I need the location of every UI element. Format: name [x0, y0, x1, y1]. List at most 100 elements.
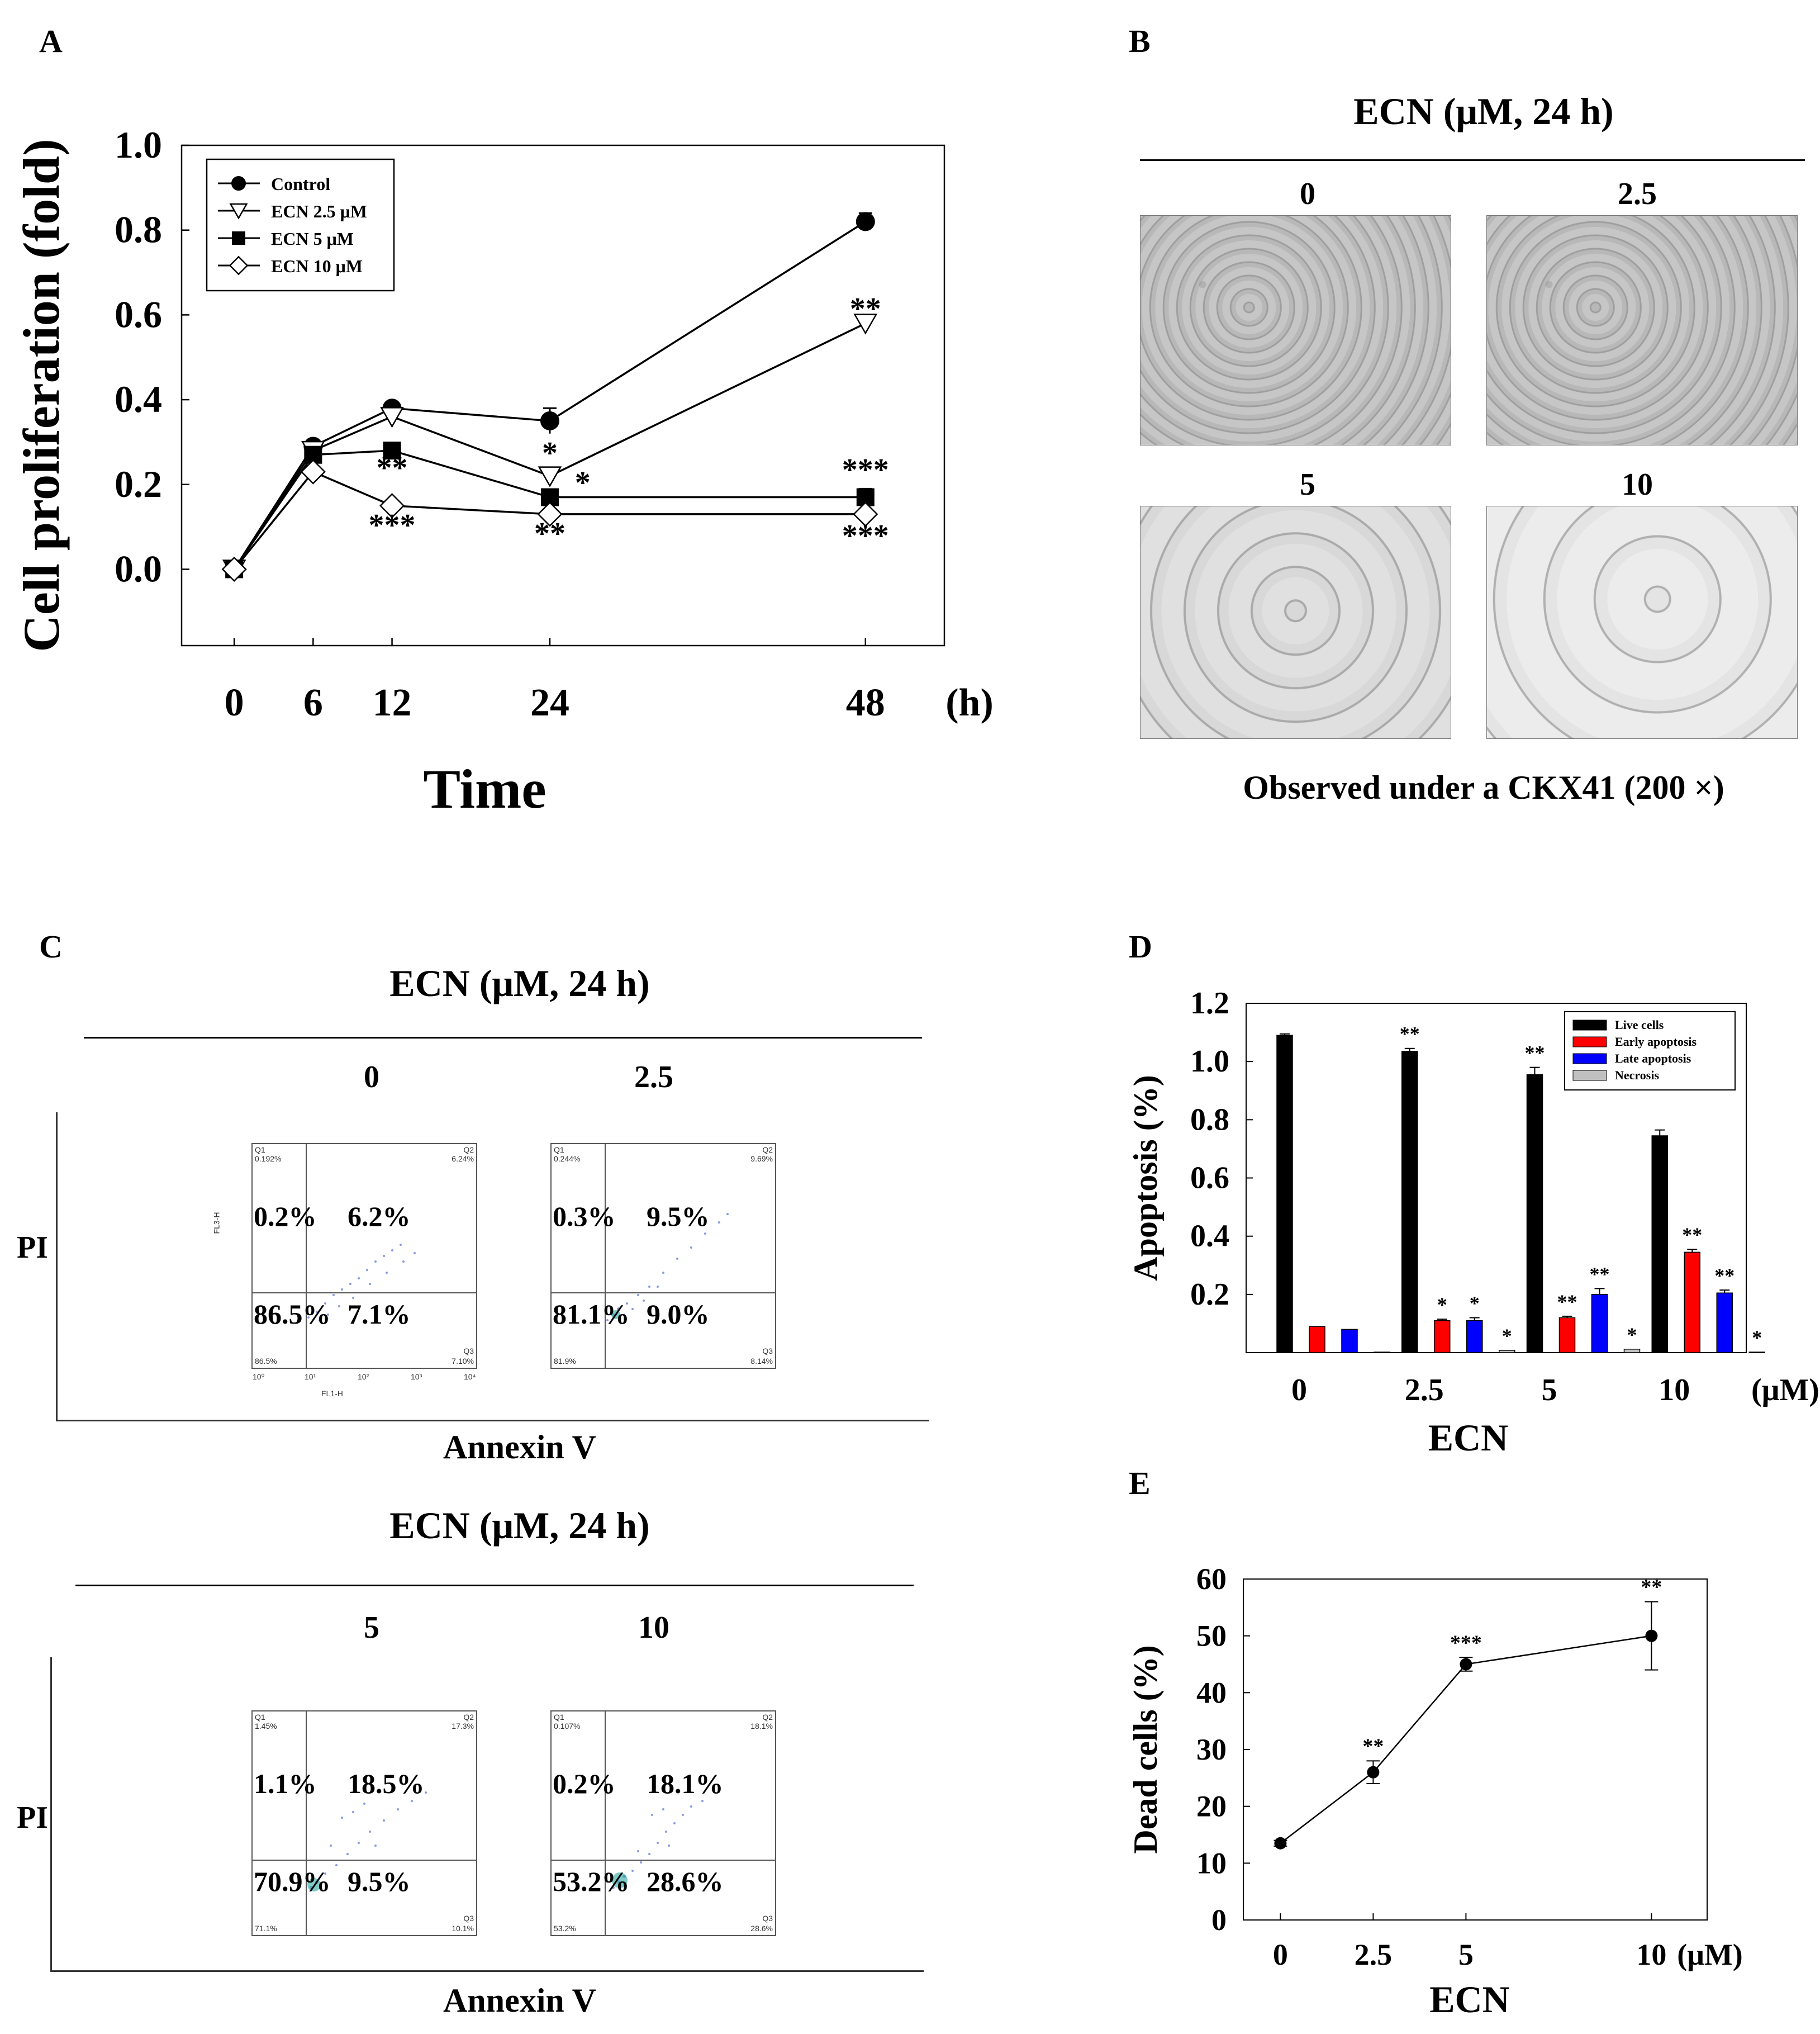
flow-q3-name: Q3 — [463, 1346, 474, 1355]
data-point — [853, 314, 878, 335]
bar-0 — [1276, 1035, 1293, 1353]
significance-mark: *** — [1450, 1631, 1482, 1654]
legend-label: Necrosis — [1615, 1068, 1659, 1082]
flow-label-5: 5 — [364, 1610, 379, 1645]
bar-3 — [1623, 1349, 1641, 1353]
legend-marker — [232, 231, 245, 245]
flow-q3-name: Q3 — [762, 1346, 773, 1355]
flow-q1-name: Q1 — [554, 1145, 564, 1154]
flow-q1-value: 1.45% — [255, 1722, 277, 1730]
flow-q2-pct: 18.5% — [348, 1768, 425, 1799]
bar-3 — [1499, 1350, 1515, 1353]
micrograph-10um — [1486, 506, 1798, 739]
significance-mark: ** — [1362, 1734, 1384, 1758]
significance-mark: * — [1437, 1293, 1447, 1316]
flow-q4-pct: 53.2% — [553, 1866, 630, 1897]
bar-2 — [1341, 1329, 1358, 1353]
legend-swatch — [1572, 1053, 1607, 1064]
legend-swatch — [1572, 1070, 1607, 1081]
legend-swatch — [1572, 1020, 1607, 1031]
flow-scatter-10um — [611, 1800, 704, 1889]
data-point — [1367, 1766, 1380, 1779]
flow-q1-name: Q1 — [554, 1713, 564, 1722]
legend-label: Late apoptosis — [1615, 1051, 1691, 1065]
flow-q4-value: 71.1% — [255, 1924, 277, 1933]
flow-q3-name: Q3 — [463, 1914, 474, 1923]
significance-mark: * — [542, 436, 558, 471]
series-line — [1280, 1635, 1652, 1844]
significance-mark: ** — [1714, 1264, 1735, 1287]
significance-mark: * — [1502, 1325, 1512, 1347]
panel-label-c: C — [39, 928, 63, 965]
flow-block2-annexin-label: Annexin V — [443, 1982, 596, 2019]
flow-block1-divider — [84, 1037, 922, 1039]
bar-2 — [1716, 1292, 1733, 1353]
y-tick-label: 40 — [1196, 1676, 1227, 1709]
flow-x-axis-name: FL1-H — [321, 1389, 343, 1398]
x-tick-label: 5 — [1458, 1938, 1474, 1971]
y-axis-title: Apoptosis (%) — [1127, 1075, 1164, 1281]
y-tick-label: 0.2 — [115, 463, 162, 505]
panel-b-title: ECN (μM, 24 h) — [1353, 90, 1614, 132]
data-point — [380, 407, 404, 428]
data-point — [379, 493, 405, 519]
bar-1 — [1309, 1326, 1325, 1353]
y-tick-label: 0.6 — [115, 293, 162, 335]
panel-label-e: E — [1129, 1465, 1151, 1501]
significance-mark: ** — [1641, 1576, 1662, 1599]
data-point — [221, 556, 247, 582]
bar-group-0 — [1276, 1033, 1390, 1353]
flow-gate-horizontal — [253, 1292, 476, 1293]
y-tick-label: 0.8 — [115, 208, 162, 251]
legend-label: Live cells — [1615, 1018, 1664, 1032]
flow-plot-5um: 1.1% 18.5% 70.9% 9.5% Q1 1.45% Q2 17.3% … — [251, 1710, 477, 1936]
significance-mark: ** — [1400, 1023, 1420, 1045]
data-point — [537, 501, 563, 527]
data-point — [383, 442, 401, 460]
flow-x-decade-3: 10³ — [411, 1372, 422, 1381]
significance-mark: ** — [1557, 1291, 1577, 1313]
x-tick-label: 2.5 — [1355, 1938, 1393, 1971]
flow-q2-name: Q2 — [762, 1145, 773, 1154]
flow-q1-value: 0.244% — [554, 1154, 581, 1163]
x-tick-label: 48 — [846, 681, 885, 724]
micrograph-label-5: 5 — [1300, 467, 1315, 502]
flow-q3-value: 7.10% — [452, 1357, 474, 1366]
flow-q1-value: 0.107% — [554, 1722, 581, 1730]
micrograph-2-5um — [1486, 215, 1798, 445]
flow-q1-name: Q1 — [255, 1713, 265, 1722]
significance-mark: * — [1470, 1292, 1480, 1315]
panel-label-d: D — [1129, 928, 1152, 965]
bar-3 — [1374, 1352, 1390, 1353]
flow-q1-pct: 0.2% — [254, 1201, 317, 1232]
flow-gate-vertical — [605, 1144, 606, 1368]
legend-marker — [231, 176, 246, 191]
flow-block1-annexin-label: Annexin V — [443, 1429, 596, 1466]
flow-scatter-2-5um — [606, 1213, 729, 1321]
legend-label: Early apoptosis — [1615, 1035, 1697, 1049]
plot-frame — [1243, 1578, 1708, 1921]
data-point — [856, 212, 875, 231]
legend-label: ECN 10 μM — [271, 256, 363, 276]
panel-label-b: B — [1129, 23, 1151, 59]
flow-q2-value: 18.1% — [750, 1722, 773, 1730]
significance-mark: *** — [842, 519, 889, 553]
legend-label: Control — [271, 174, 330, 194]
micrograph-label-10: 10 — [1622, 467, 1653, 502]
bar-1 — [1684, 1251, 1700, 1353]
legend-label: ECN 2.5 μM — [271, 201, 367, 221]
bar-group-5: ******* — [1525, 1042, 1641, 1353]
flow-q2-value: 6.24% — [452, 1154, 474, 1163]
x-axis-title: ECN — [1428, 1416, 1509, 1453]
significance-mark: ** — [377, 451, 408, 485]
y-tick-label: 10 — [1196, 1846, 1227, 1880]
legend-label: ECN 5 μM — [271, 229, 354, 249]
significance-mark: ** — [534, 516, 566, 551]
y-tick-label: 60 — [1196, 1562, 1227, 1596]
x-unit-label: (μM) — [1677, 1938, 1743, 1971]
flow-block1-pi-label: PI — [17, 1230, 48, 1265]
flow-block2-pi-label: PI — [17, 1800, 48, 1835]
bar-2 — [1591, 1294, 1608, 1353]
flow-q2-value: 17.3% — [452, 1722, 474, 1730]
bar-1 — [1558, 1317, 1576, 1353]
